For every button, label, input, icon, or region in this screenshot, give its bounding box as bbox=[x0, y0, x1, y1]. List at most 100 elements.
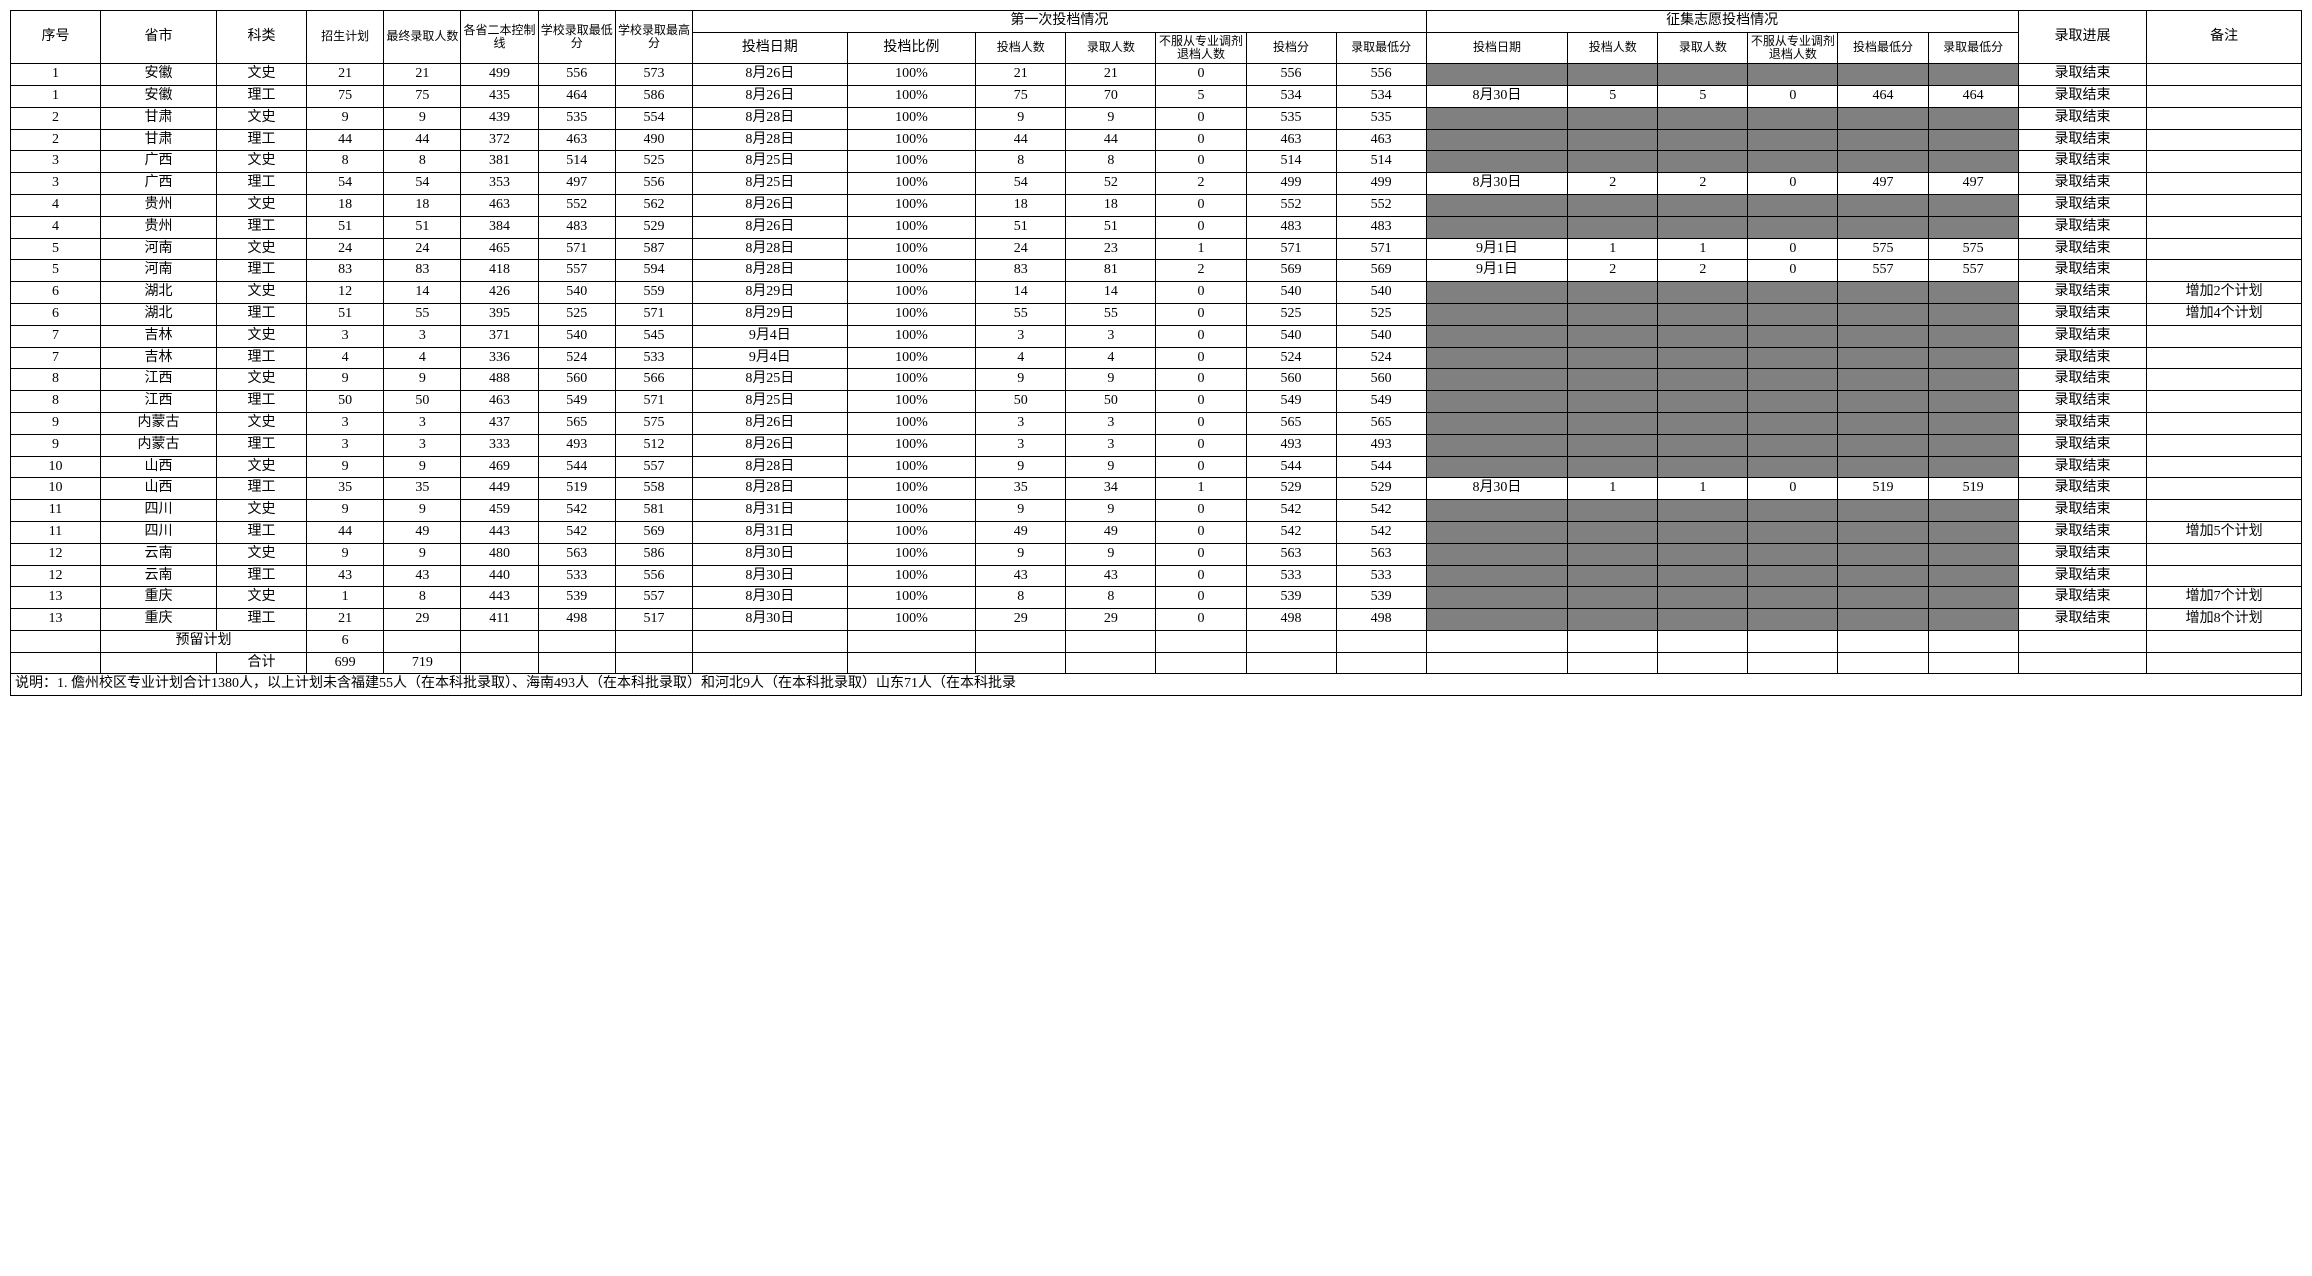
cell-zn bbox=[1568, 194, 1658, 216]
cell-ctrl: 371 bbox=[461, 325, 538, 347]
cell-fsc2: 463 bbox=[1336, 129, 1426, 151]
cell-zn bbox=[1568, 565, 1658, 587]
cell-ctrl: 426 bbox=[461, 282, 538, 304]
col-coll-sc2: 录取最低分 bbox=[1928, 32, 2018, 63]
cell-zsc bbox=[1838, 369, 1928, 391]
cell-fsc2: 529 bbox=[1336, 478, 1426, 500]
reserve-value: 6 bbox=[307, 630, 384, 652]
cell-final: 3 bbox=[384, 434, 461, 456]
cell-zdate bbox=[1426, 565, 1568, 587]
cell-zsc2 bbox=[1928, 391, 2018, 413]
cell-ctrl: 465 bbox=[461, 238, 538, 260]
footnote: 说明：1. 儋州校区专业计划合计1380人，以上计划未含福建55人（在本科批录取… bbox=[11, 674, 2302, 696]
cell-rem bbox=[2147, 173, 2302, 195]
cell-rem bbox=[2147, 85, 2302, 107]
cell-rem bbox=[2147, 369, 2302, 391]
cell-fn: 4 bbox=[976, 347, 1066, 369]
cell-fdate: 8月28日 bbox=[693, 238, 847, 260]
cell-final: 83 bbox=[384, 260, 461, 282]
cell-plan: 12 bbox=[307, 282, 384, 304]
cell-zsc: 497 bbox=[1838, 173, 1928, 195]
cell-zn bbox=[1568, 434, 1658, 456]
cell-fsc: 549 bbox=[1246, 391, 1336, 413]
cell-prov: 安徽 bbox=[101, 64, 217, 86]
cell-zrej: 0 bbox=[1748, 173, 1838, 195]
cell-zsc bbox=[1838, 216, 1928, 238]
cell-frej: 0 bbox=[1156, 64, 1246, 86]
cell-fn: 3 bbox=[976, 434, 1066, 456]
cell-fn: 50 bbox=[976, 391, 1066, 413]
cell-fadm: 3 bbox=[1066, 325, 1156, 347]
cell-zsc bbox=[1838, 282, 1928, 304]
cell-min: 540 bbox=[538, 282, 615, 304]
cell-zn bbox=[1568, 64, 1658, 86]
cell-subj: 文史 bbox=[216, 456, 306, 478]
col-coll-date: 投档日期 bbox=[1426, 32, 1568, 63]
table-row: 1安徽理工75754354645868月26日100%757055345348月… bbox=[11, 85, 2302, 107]
cell-rem: 增加8个计划 bbox=[2147, 609, 2302, 631]
cell-frej: 0 bbox=[1156, 216, 1246, 238]
cell-zn bbox=[1568, 347, 1658, 369]
cell-fratio: 100% bbox=[847, 325, 976, 347]
cell-prov: 甘肃 bbox=[101, 129, 217, 151]
cell-fn: 9 bbox=[976, 107, 1066, 129]
cell-fsc: 556 bbox=[1246, 64, 1336, 86]
cell-zdate bbox=[1426, 521, 1568, 543]
cell-plan: 9 bbox=[307, 369, 384, 391]
cell-subj: 理工 bbox=[216, 347, 306, 369]
cell-min: 549 bbox=[538, 391, 615, 413]
cell-zrej bbox=[1748, 325, 1838, 347]
cell-fsc: 569 bbox=[1246, 260, 1336, 282]
cell-idx: 10 bbox=[11, 456, 101, 478]
cell-zn bbox=[1568, 500, 1658, 522]
cell-fratio: 100% bbox=[847, 565, 976, 587]
cell-ctrl: 480 bbox=[461, 543, 538, 565]
cell-zdate bbox=[1426, 107, 1568, 129]
cell-fsc: 493 bbox=[1246, 434, 1336, 456]
cell-zrej bbox=[1748, 543, 1838, 565]
cell-rem bbox=[2147, 216, 2302, 238]
cell-prog: 录取结束 bbox=[2018, 587, 2147, 609]
cell-ctrl: 439 bbox=[461, 107, 538, 129]
col-remark: 备注 bbox=[2147, 11, 2302, 64]
cell-fn: 18 bbox=[976, 194, 1066, 216]
cell-zdate bbox=[1426, 194, 1568, 216]
cell-fn: 75 bbox=[976, 85, 1066, 107]
cell-fadm: 23 bbox=[1066, 238, 1156, 260]
cell-zdate: 8月30日 bbox=[1426, 85, 1568, 107]
cell-zdate bbox=[1426, 412, 1568, 434]
cell-subj: 文史 bbox=[216, 151, 306, 173]
cell-fdate: 8月30日 bbox=[693, 587, 847, 609]
cell-frej: 0 bbox=[1156, 194, 1246, 216]
col-ctrl: 各省二本控制线 bbox=[461, 11, 538, 64]
cell-final: 43 bbox=[384, 565, 461, 587]
cell-max: 529 bbox=[615, 216, 692, 238]
cell-zdate bbox=[1426, 456, 1568, 478]
cell-prog: 录取结束 bbox=[2018, 369, 2147, 391]
cell-idx: 3 bbox=[11, 151, 101, 173]
cell-prog: 录取结束 bbox=[2018, 85, 2147, 107]
cell-zsc2: 464 bbox=[1928, 85, 2018, 107]
cell-zsc bbox=[1838, 543, 1928, 565]
cell-zdate bbox=[1426, 391, 1568, 413]
cell-fsc2: 498 bbox=[1336, 609, 1426, 631]
cell-zrej bbox=[1748, 565, 1838, 587]
cell-frej: 0 bbox=[1156, 500, 1246, 522]
cell-fsc: 524 bbox=[1246, 347, 1336, 369]
table-row: 10山西文史994695445578月28日100%990544544录取结束 bbox=[11, 456, 2302, 478]
cell-fn: 55 bbox=[976, 303, 1066, 325]
cell-max: 586 bbox=[615, 543, 692, 565]
table-body: 1安徽文史21214995565738月26日100%21210556556录取… bbox=[11, 64, 2302, 631]
cell-plan: 21 bbox=[307, 64, 384, 86]
cell-fsc2: 552 bbox=[1336, 194, 1426, 216]
cell-ctrl: 443 bbox=[461, 521, 538, 543]
cell-zadm bbox=[1658, 129, 1748, 151]
cell-plan: 8 bbox=[307, 151, 384, 173]
cell-zsc bbox=[1838, 500, 1928, 522]
cell-zsc2 bbox=[1928, 500, 2018, 522]
cell-idx: 4 bbox=[11, 216, 101, 238]
cell-final: 3 bbox=[384, 325, 461, 347]
cell-frej: 0 bbox=[1156, 151, 1246, 173]
cell-plan: 51 bbox=[307, 303, 384, 325]
cell-zrej: 0 bbox=[1748, 85, 1838, 107]
